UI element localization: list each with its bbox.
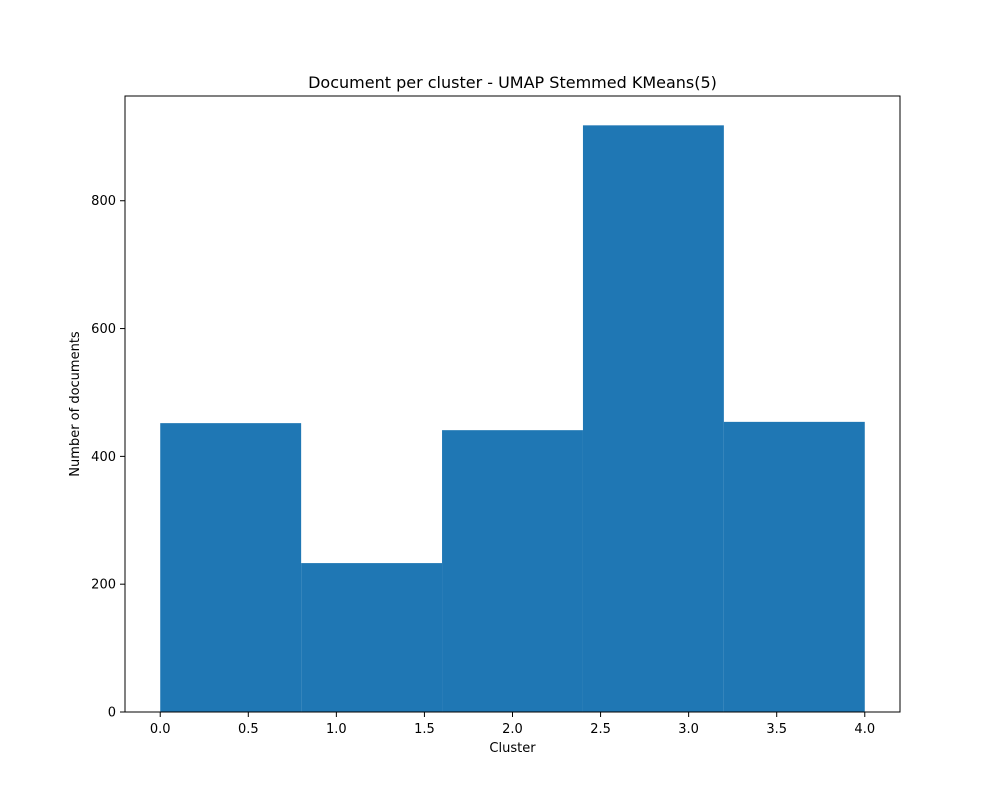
y-tick-label-0: 0 — [108, 706, 116, 721]
x-tick-label-2: 1.0 — [326, 722, 347, 737]
x-tick-label-4: 2.0 — [502, 722, 523, 737]
y-tick-label-2: 400 — [91, 450, 116, 465]
y-tick-label-1: 200 — [91, 578, 116, 593]
x-tick-label-1: 0.5 — [238, 722, 259, 737]
y-axis-ticks: 0 200 400 600 800 — [91, 194, 125, 721]
x-tick-label-6: 3.0 — [678, 722, 699, 737]
bar-3 — [582, 125, 724, 713]
x-tick-label-3: 1.5 — [414, 722, 435, 737]
x-axis-label: Cluster — [489, 741, 536, 756]
bars-group — [160, 125, 865, 713]
bar-4 — [723, 421, 865, 712]
bar-0 — [160, 423, 302, 712]
bar-2 — [442, 430, 583, 712]
x-tick-label-7: 3.5 — [766, 722, 787, 737]
y-tick-label-4: 800 — [91, 194, 116, 209]
chart-title: Document per cluster - UMAP Stemmed KMea… — [308, 73, 717, 92]
bar-1 — [301, 563, 443, 712]
y-tick-label-3: 600 — [91, 322, 116, 337]
x-tick-label-8: 4.0 — [854, 722, 875, 737]
x-tick-label-0: 0.0 — [150, 722, 171, 737]
y-axis-label: Number of documents — [68, 331, 83, 477]
x-axis-ticks: 0.0 0.5 1.0 1.5 2.0 2.5 3.0 3.5 4.0 — [150, 712, 875, 737]
x-tick-label-5: 2.5 — [590, 722, 611, 737]
